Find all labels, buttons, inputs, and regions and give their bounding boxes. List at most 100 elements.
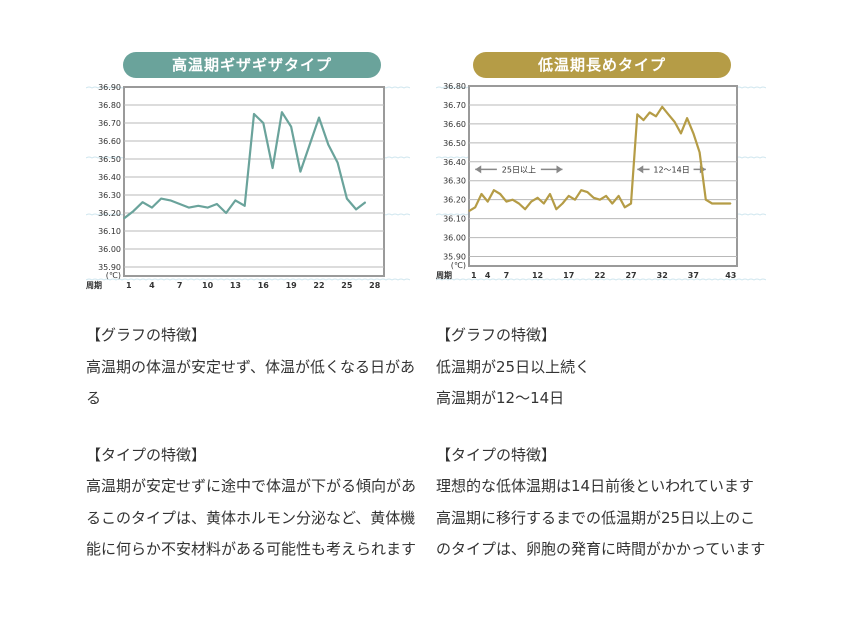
data-point bbox=[253, 113, 255, 115]
y-tick-label: 36.50 bbox=[443, 139, 466, 148]
y-tick-label: 36.20 bbox=[98, 209, 121, 218]
data-point bbox=[518, 202, 520, 205]
left-description: 【グラフの特徴】 高温期の体温が安定せず、体温が低くなる日がある 【タイプの特徴… bbox=[86, 320, 416, 566]
data-point bbox=[636, 113, 638, 116]
data-point bbox=[617, 195, 620, 197]
x-axis-prefix: 周期 bbox=[436, 270, 452, 280]
x-tick-label: 12 bbox=[532, 271, 543, 280]
x-tick-label: 19 bbox=[286, 281, 298, 290]
graph-feature-text: 高温期の体温が安定せず、体温が低くなる日がある bbox=[86, 357, 415, 408]
y-tick-label: 36.50 bbox=[98, 155, 121, 164]
y-tick-label: 36.90 bbox=[98, 83, 121, 92]
data-point bbox=[574, 199, 576, 201]
data-point bbox=[346, 198, 348, 200]
data-point bbox=[123, 217, 125, 219]
y-tick-label: 36.20 bbox=[443, 196, 466, 205]
y-unit-label: (℃) bbox=[106, 271, 121, 280]
data-point bbox=[692, 132, 694, 134]
data-point bbox=[505, 200, 507, 203]
data-point bbox=[717, 202, 719, 205]
data-point bbox=[667, 113, 670, 116]
type-feature-heading: 【タイプの特徴】 bbox=[436, 445, 557, 464]
data-point bbox=[151, 207, 153, 209]
graph-feature-text-1: 低温期が25日以上続く bbox=[436, 357, 591, 376]
background-wave bbox=[436, 278, 766, 281]
y-tick-label: 36.30 bbox=[443, 177, 466, 186]
y-tick-label: 35.90 bbox=[98, 263, 121, 272]
data-point bbox=[723, 202, 726, 205]
x-tick-label: 16 bbox=[258, 281, 270, 290]
x-tick-label: 7 bbox=[177, 281, 183, 290]
annotation-arrow-head-left bbox=[475, 165, 482, 174]
data-point bbox=[206, 207, 209, 209]
y-tick-label: 36.80 bbox=[98, 101, 121, 110]
x-tick-label: 1 bbox=[126, 281, 132, 290]
chart-title-high-zigzag: 高温期ギザギザタイプ bbox=[123, 52, 381, 78]
data-point bbox=[686, 117, 688, 119]
right-description: 【グラフの特徴】 低温期が25日以上続く 高温期が12〜14日 【タイプの特徴】… bbox=[436, 320, 769, 566]
annotation-label-bg bbox=[496, 163, 541, 176]
x-tick-label: 17 bbox=[563, 271, 574, 280]
y-tick-label: 36.60 bbox=[98, 137, 121, 146]
data-point bbox=[169, 199, 172, 201]
data-point bbox=[197, 205, 199, 207]
data-point bbox=[468, 210, 470, 212]
x-tick-label: 32 bbox=[657, 271, 668, 280]
y-tick-label: 36.10 bbox=[98, 227, 121, 236]
data-point bbox=[179, 203, 181, 205]
data-point bbox=[561, 202, 564, 205]
y-tick-label: 36.70 bbox=[98, 119, 121, 128]
annotation-arrow-head-right bbox=[556, 165, 563, 174]
background-wave bbox=[86, 278, 410, 281]
data-point bbox=[160, 198, 162, 200]
data-point bbox=[355, 208, 357, 210]
x-tick-label: 4 bbox=[149, 281, 155, 290]
x-tick-label: 25 bbox=[341, 281, 353, 290]
x-tick-label: 22 bbox=[313, 281, 324, 290]
data-point bbox=[141, 201, 144, 203]
plot-frame bbox=[468, 85, 738, 267]
data-point bbox=[649, 111, 651, 114]
x-tick-label: 13 bbox=[230, 281, 241, 290]
x-tick-label: 4 bbox=[485, 271, 491, 280]
x-tick-label: 22 bbox=[594, 271, 605, 280]
type-feature-text: 高温期が安定せずに途中で体温が下がる傾向があるこのタイプは、黄体ホルモン分泌など… bbox=[86, 477, 417, 558]
data-point bbox=[524, 208, 526, 210]
data-point bbox=[586, 191, 589, 193]
data-point bbox=[474, 206, 476, 208]
data-point bbox=[655, 115, 657, 117]
chart-title-long-low: 低温期長めタイプ bbox=[473, 52, 731, 78]
data-point bbox=[234, 199, 237, 201]
data-point bbox=[499, 193, 501, 195]
y-tick-label: 36.70 bbox=[443, 101, 466, 110]
y-unit-label: (℃) bbox=[451, 261, 466, 270]
data-point bbox=[318, 117, 320, 119]
type-feature-heading: 【タイプの特徴】 bbox=[86, 445, 207, 464]
x-tick-label: 28 bbox=[369, 281, 381, 290]
data-point bbox=[327, 144, 329, 146]
data-point bbox=[605, 195, 607, 197]
data-point bbox=[493, 189, 495, 191]
graph-feature-heading: 【グラフの特徴】 bbox=[436, 326, 557, 344]
data-point bbox=[536, 197, 539, 199]
x-tick-label: 27 bbox=[625, 271, 636, 280]
x-tick-label: 10 bbox=[202, 281, 214, 290]
data-point bbox=[705, 199, 707, 201]
x-tick-label: 37 bbox=[688, 271, 699, 280]
data-point bbox=[549, 193, 551, 195]
annotation-label: 25日以上 bbox=[502, 165, 536, 174]
chart-long-low: 36.80 36.70 36.60 36.50 36.40 36.30 36.20 36.10… bbox=[436, 82, 766, 281]
y-tick-label: 36.80 bbox=[443, 82, 466, 91]
data-point bbox=[580, 189, 582, 191]
data-point bbox=[262, 122, 264, 124]
y-tick-label: 36.40 bbox=[98, 173, 121, 182]
y-tick-label: 36.00 bbox=[443, 234, 466, 243]
x-tick-label: 7 bbox=[504, 271, 510, 280]
y-tick-label: 36.40 bbox=[443, 158, 466, 167]
data-point bbox=[593, 197, 595, 199]
data-point bbox=[309, 144, 311, 146]
type-feature-text: 理想的な低体温期は14日前後といわれています 高温期に移行するまでの低温期が25… bbox=[436, 477, 769, 558]
data-point bbox=[244, 205, 246, 207]
data-point bbox=[225, 212, 227, 214]
annotation-label-bg bbox=[649, 163, 694, 176]
